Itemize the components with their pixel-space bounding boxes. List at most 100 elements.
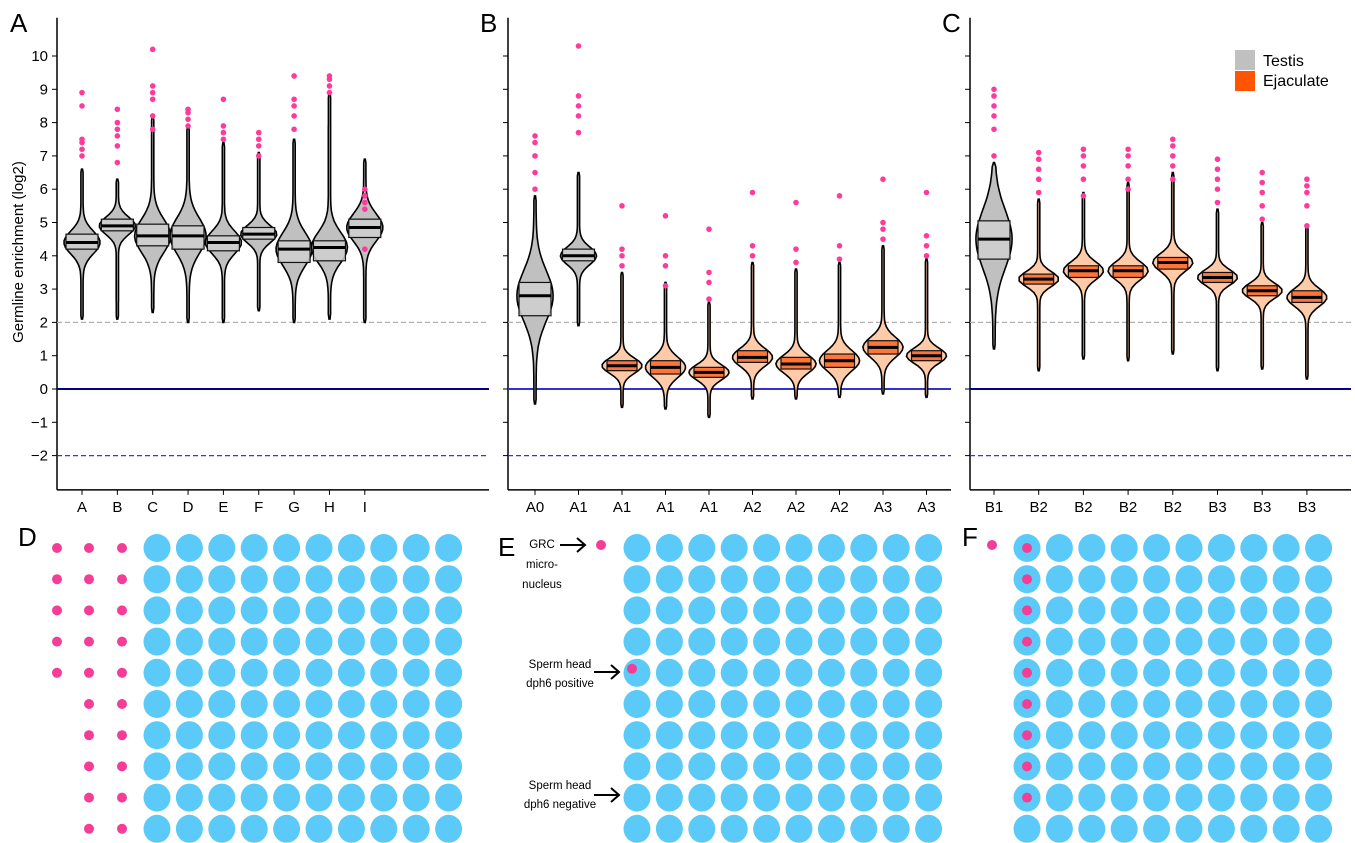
outlier-point xyxy=(149,113,156,119)
grc-in-sperm-head xyxy=(1022,543,1032,553)
x-tick-label: B2 xyxy=(1074,499,1092,516)
grc-in-sperm-head xyxy=(1022,761,1032,772)
sperm-cell xyxy=(208,721,236,750)
sperm-cell xyxy=(1207,721,1235,750)
grc-micronucleus xyxy=(84,605,94,616)
sperm-cell xyxy=(720,565,748,594)
sperm-cell xyxy=(370,658,398,687)
sperm-cell xyxy=(1240,658,1268,687)
outlier-point xyxy=(1125,146,1131,153)
sperm-cell xyxy=(785,752,813,781)
outlier-point xyxy=(220,136,227,143)
sperm-cell xyxy=(337,627,365,656)
panel-label-c: C xyxy=(942,8,961,38)
outlier-point xyxy=(749,243,756,249)
sperm-cell xyxy=(370,565,398,594)
sperm-cell xyxy=(785,658,813,687)
sperm-cell xyxy=(1175,814,1203,843)
outlier-point xyxy=(1304,203,1310,209)
sperm-cell xyxy=(850,534,878,562)
grc-in-sperm-head xyxy=(1022,636,1032,647)
sperm-cell xyxy=(850,690,878,718)
sperm-cell xyxy=(1078,814,1106,843)
sperm-cell xyxy=(720,690,748,718)
sperm-cell xyxy=(655,814,683,843)
sperm-cell xyxy=(305,627,333,656)
sperm-cell xyxy=(208,658,236,687)
sperm-cell xyxy=(273,658,301,687)
sperm-cell xyxy=(915,752,943,781)
sperm-cell xyxy=(1110,534,1138,562)
outlier-point xyxy=(1170,163,1176,169)
sperm-cell xyxy=(402,596,430,625)
sperm-cell xyxy=(688,783,716,812)
y-tick-label: 0 xyxy=(40,381,48,398)
grc-in-sperm-head xyxy=(1022,605,1032,616)
sperm-cell xyxy=(1272,721,1300,750)
x-tick-label: B2 xyxy=(1030,499,1048,516)
sperm-cell xyxy=(1045,752,1073,781)
sperm-cell xyxy=(1078,627,1106,656)
sperm-cell xyxy=(305,752,333,781)
grc-micronucleus xyxy=(117,574,127,585)
sperm-cell xyxy=(1175,596,1203,625)
sperm-cell xyxy=(655,596,683,625)
sperm-cell xyxy=(435,565,463,594)
sperm-cell xyxy=(1078,658,1106,687)
annotation-line: GRC xyxy=(529,539,555,551)
annotation-line: micro- xyxy=(526,559,558,571)
sperm-cell xyxy=(1110,752,1138,781)
x-tick-label: B xyxy=(112,499,122,516)
sperm-cell xyxy=(753,783,781,812)
annotation-line: nucleus xyxy=(522,579,562,591)
sperm-cell xyxy=(435,534,463,562)
sperm-cell xyxy=(1207,814,1235,843)
outlier-point xyxy=(1125,176,1131,183)
schematic-f xyxy=(987,534,1333,843)
sperm-cell xyxy=(240,565,268,594)
sperm-cell xyxy=(850,814,878,843)
sperm-cell xyxy=(1207,690,1235,718)
sperm-cell xyxy=(370,627,398,656)
outlier-point xyxy=(991,113,997,119)
y-tick-label: −2 xyxy=(31,448,48,465)
sperm-cell xyxy=(753,752,781,781)
violin-shape xyxy=(345,158,384,324)
sperm-cell xyxy=(273,752,301,781)
sperm-cell xyxy=(688,721,716,750)
sperm-cell xyxy=(305,690,333,718)
sperm-cell xyxy=(753,721,781,750)
sperm-cell xyxy=(208,752,236,781)
sperm-cell xyxy=(1045,814,1073,843)
sperm-cell xyxy=(143,534,171,562)
outlier-point xyxy=(619,262,625,269)
sperm-cell xyxy=(785,565,813,594)
sperm-cell xyxy=(1078,534,1106,562)
sperm-cell xyxy=(882,814,910,843)
outlier-point xyxy=(220,123,227,129)
outlier-point xyxy=(220,129,227,136)
grc-micronucleus xyxy=(117,699,127,709)
arrow-icon xyxy=(594,664,621,680)
sperm-cell xyxy=(1078,721,1106,750)
sperm-cell xyxy=(337,783,365,812)
outlier-point xyxy=(1080,193,1087,199)
sperm-cell xyxy=(273,814,301,843)
sperm-cell xyxy=(623,721,651,750)
violin-shape xyxy=(601,271,643,409)
sperm-cell xyxy=(882,534,910,562)
sperm-cell xyxy=(175,658,203,687)
sperm-cell xyxy=(1143,752,1171,781)
outlier-point xyxy=(326,73,333,79)
grc-micronucleus xyxy=(52,667,62,678)
outlier-point xyxy=(1214,186,1221,192)
sperm-cell xyxy=(143,596,171,625)
sperm-cell xyxy=(753,690,781,718)
sperm-cell xyxy=(882,752,910,781)
violin-shape xyxy=(688,301,730,419)
violin-shape xyxy=(310,91,349,320)
sperm-cell xyxy=(370,814,398,843)
sperm-cell xyxy=(370,596,398,625)
sperm-cell xyxy=(175,565,203,594)
sperm-cell xyxy=(655,783,683,812)
